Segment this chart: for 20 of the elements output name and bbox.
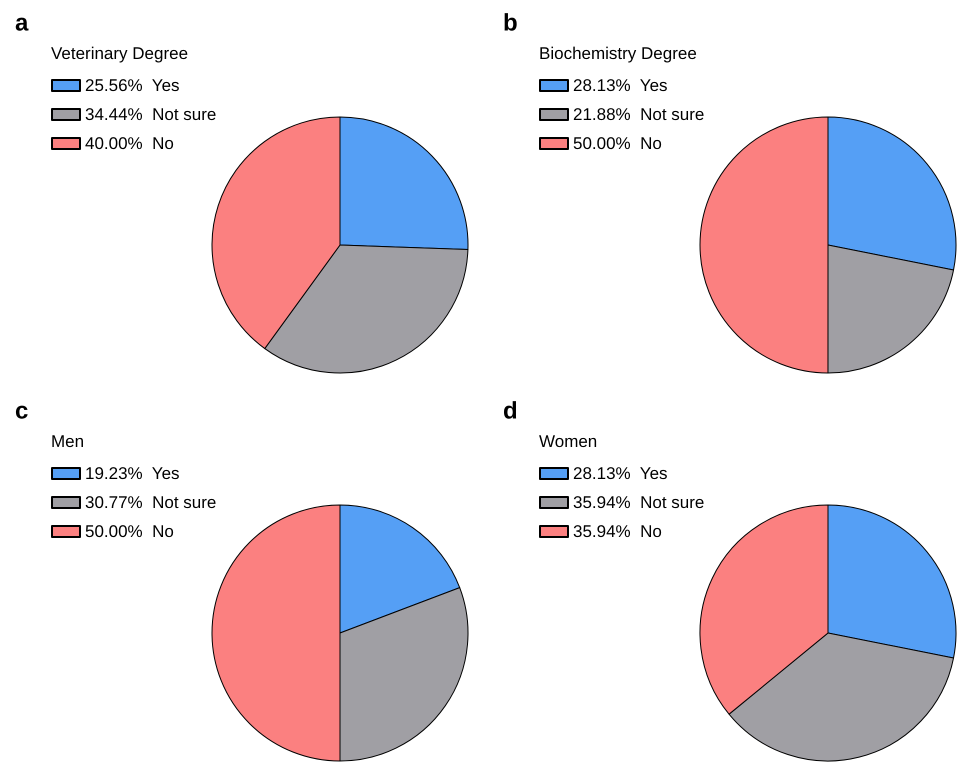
legend-label: 34.44% Not sure [85, 105, 216, 124]
text: c [15, 398, 28, 424]
text: d [503, 398, 518, 424]
legend-label: 19.23% Yes [85, 464, 180, 483]
legend-label: 50.00% No [573, 134, 662, 153]
text: b [503, 10, 518, 36]
legend-label: 28.13% Yes [573, 76, 668, 95]
legend-label: 50.00% No [85, 522, 174, 541]
text: a [15, 10, 29, 36]
legend-label: 40.00% No [85, 134, 174, 153]
legend-label: 21.88% Not sure [573, 105, 704, 124]
chart-title: Men [51, 432, 84, 451]
legend-label: 25.56% Yes [85, 76, 180, 95]
legend-label: 28.13% Yes [573, 464, 668, 483]
legend-label: 35.94% No [573, 522, 662, 541]
chart-title: Veterinary Degree [51, 44, 188, 63]
chart-title: Biochemistry Degree [539, 44, 697, 63]
legend-label: 30.77% Not sure [85, 493, 216, 512]
chart-title: Women [539, 432, 598, 451]
legend-label: 35.94% Not sure [573, 493, 704, 512]
